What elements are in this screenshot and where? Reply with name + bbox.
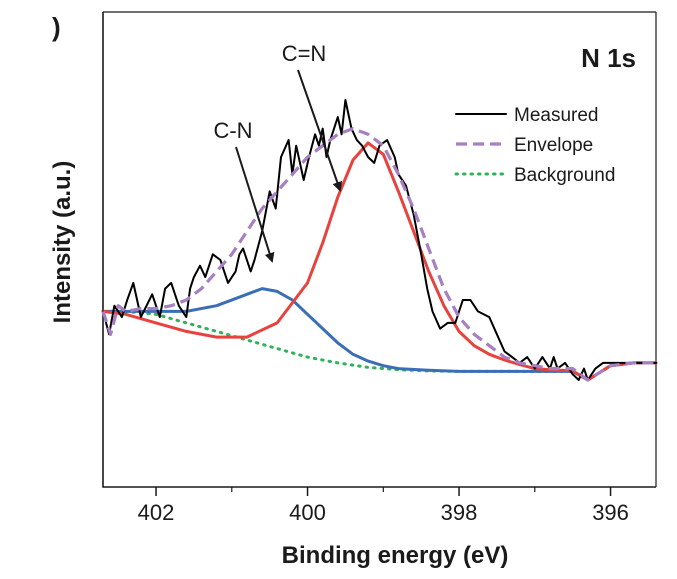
legend-label-envelope: Envelope xyxy=(514,135,593,156)
legend: Measured Envelope Background xyxy=(454,105,615,186)
peak-annotations: C=N C-N xyxy=(213,41,343,263)
x-tick-label: 396 xyxy=(592,500,629,525)
legend-label-measured: Measured xyxy=(514,105,599,126)
series-layer xyxy=(101,99,658,382)
series-line-envelope xyxy=(101,127,656,382)
y-axis-title: Intensity (a.u.) xyxy=(49,161,76,324)
panel-letter: ) xyxy=(52,12,61,42)
x-tick-label: 400 xyxy=(289,500,326,525)
annotation-c-eq-n-label: C=N xyxy=(282,41,327,66)
axis-frame xyxy=(102,12,656,488)
annotation-c-eq-n-arrow xyxy=(297,69,343,192)
x-axis-ticks: 402 400 398 396 xyxy=(138,487,629,525)
x-axis-title: Binding energy (eV) xyxy=(282,542,509,569)
annotation-c-n-arrow xyxy=(235,146,275,263)
annotation-c-n-label: C-N xyxy=(213,118,252,143)
legend-label-background: Background xyxy=(514,165,615,186)
x-tick-label: 398 xyxy=(441,500,478,525)
series-line-c-n xyxy=(101,287,658,382)
chart-title: N 1s xyxy=(581,43,636,73)
series-line-measured xyxy=(102,99,657,381)
x-tick-label: 402 xyxy=(138,500,175,525)
plot-frame xyxy=(102,11,657,488)
